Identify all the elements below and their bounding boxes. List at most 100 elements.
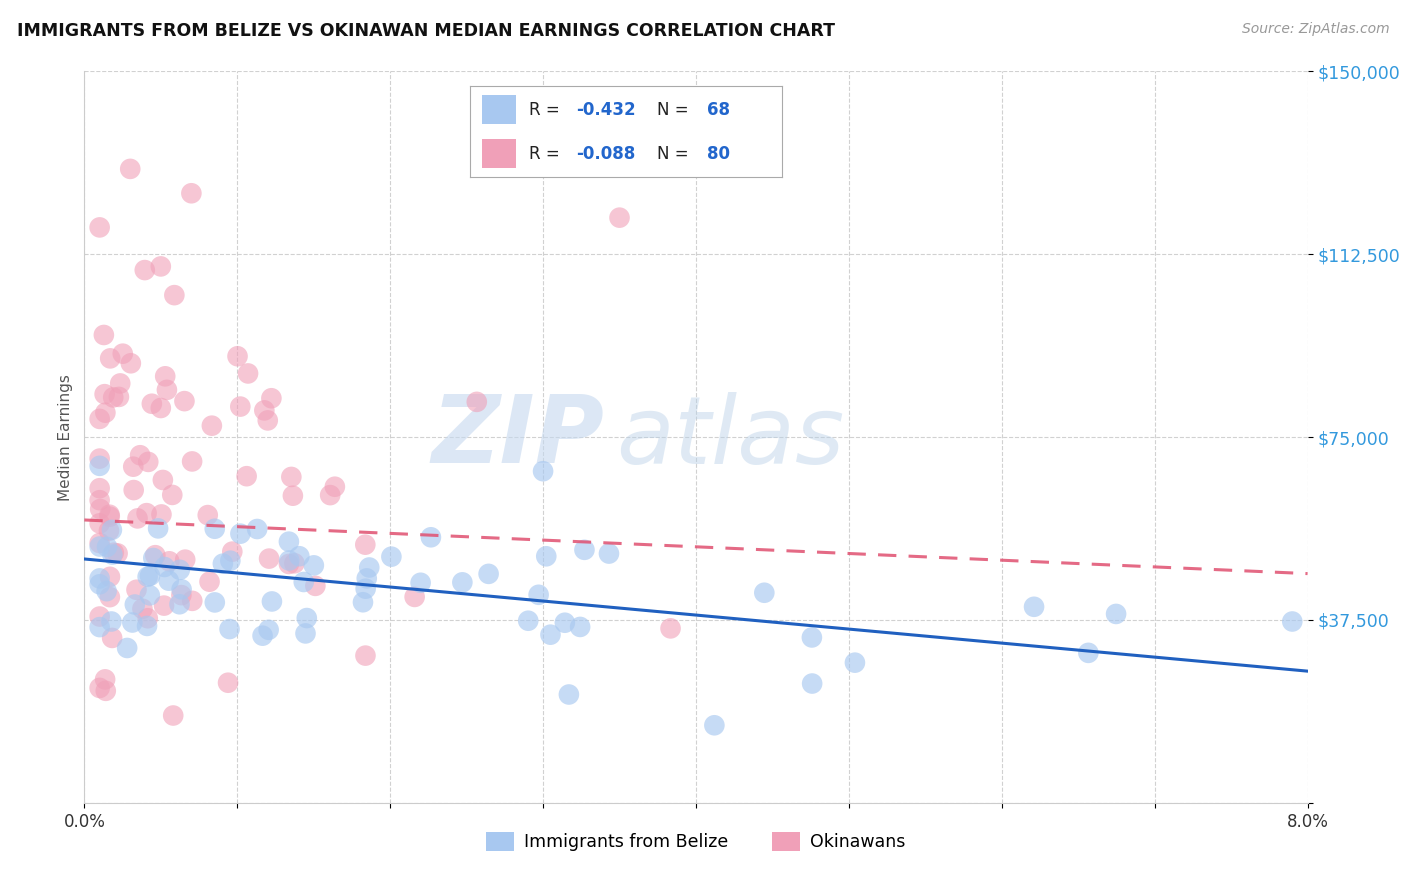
Point <box>121 615 143 630</box>
Point <box>155 369 177 384</box>
Point <box>354 582 377 596</box>
Point <box>89 536 111 550</box>
Point <box>120 356 142 370</box>
Point <box>94 673 117 687</box>
Point <box>246 522 269 536</box>
Point <box>170 582 193 597</box>
Point <box>127 511 149 525</box>
Point <box>153 560 176 574</box>
Point <box>536 549 558 564</box>
Point <box>139 569 162 583</box>
Point <box>574 542 596 557</box>
Point <box>354 648 377 663</box>
Point <box>136 611 159 625</box>
Point <box>153 599 176 613</box>
Point <box>124 598 146 612</box>
Point <box>89 571 111 585</box>
Point <box>609 211 631 225</box>
Point <box>122 459 145 474</box>
Point <box>139 588 162 602</box>
Text: Source: ZipAtlas.com: Source: ZipAtlas.com <box>1241 22 1389 37</box>
Point <box>89 577 111 591</box>
Point <box>89 458 111 473</box>
Point <box>98 351 121 366</box>
Point <box>419 530 441 544</box>
Point <box>278 553 301 567</box>
Point <box>93 387 115 401</box>
Point <box>527 588 550 602</box>
Point <box>323 480 346 494</box>
Point <box>1281 615 1303 629</box>
Point <box>236 367 259 381</box>
Point <box>354 538 377 552</box>
Point <box>260 391 283 405</box>
Text: atlas: atlas <box>616 392 845 483</box>
Point <box>101 548 124 562</box>
Point <box>451 575 474 590</box>
Point <box>380 549 402 564</box>
Point <box>517 614 540 628</box>
Point <box>659 621 682 635</box>
Point <box>146 521 169 535</box>
Point <box>97 524 120 538</box>
Point <box>134 263 156 277</box>
Point <box>125 582 148 597</box>
Point <box>157 574 180 588</box>
Point <box>89 681 111 695</box>
Point <box>96 540 118 554</box>
Point <box>257 623 280 637</box>
Point <box>554 615 576 630</box>
Point <box>197 508 219 522</box>
Point <box>221 544 243 558</box>
Point <box>89 540 111 554</box>
Point <box>89 412 111 426</box>
Point <box>253 403 276 417</box>
Point <box>356 571 378 585</box>
Point <box>800 631 823 645</box>
Point <box>801 676 824 690</box>
Point <box>181 594 204 608</box>
Point <box>110 376 132 391</box>
Point <box>89 220 111 235</box>
Point <box>252 629 274 643</box>
Point <box>89 451 111 466</box>
Point <box>136 455 159 469</box>
Point <box>157 554 180 568</box>
Point <box>98 509 121 524</box>
Point <box>294 626 316 640</box>
Legend: Immigrants from Belize, Okinawans: Immigrants from Belize, Okinawans <box>478 823 914 860</box>
Point <box>135 506 157 520</box>
Point <box>129 448 152 462</box>
Point <box>107 546 129 560</box>
Point <box>235 469 257 483</box>
Point <box>217 675 239 690</box>
Point <box>295 611 318 625</box>
Point <box>531 464 554 478</box>
Point <box>277 534 299 549</box>
Point <box>169 563 191 577</box>
Point <box>98 570 121 584</box>
Point <box>169 597 191 611</box>
Point <box>96 584 118 599</box>
Point <box>174 552 197 566</box>
Point <box>173 394 195 409</box>
Point <box>163 288 186 302</box>
Point <box>142 551 165 566</box>
Point <box>201 418 224 433</box>
Point <box>131 601 153 615</box>
Point <box>569 620 592 634</box>
Y-axis label: Median Earnings: Median Earnings <box>58 374 73 500</box>
Point <box>283 556 305 570</box>
Point <box>226 349 249 363</box>
Point <box>149 401 172 415</box>
Point <box>754 586 776 600</box>
Point <box>404 590 426 604</box>
Point <box>89 481 111 495</box>
Point <box>292 574 315 589</box>
Point <box>229 400 252 414</box>
Point <box>1105 607 1128 621</box>
Point <box>93 328 115 343</box>
Point <box>352 595 374 609</box>
Point <box>101 631 124 645</box>
Point <box>98 508 121 522</box>
